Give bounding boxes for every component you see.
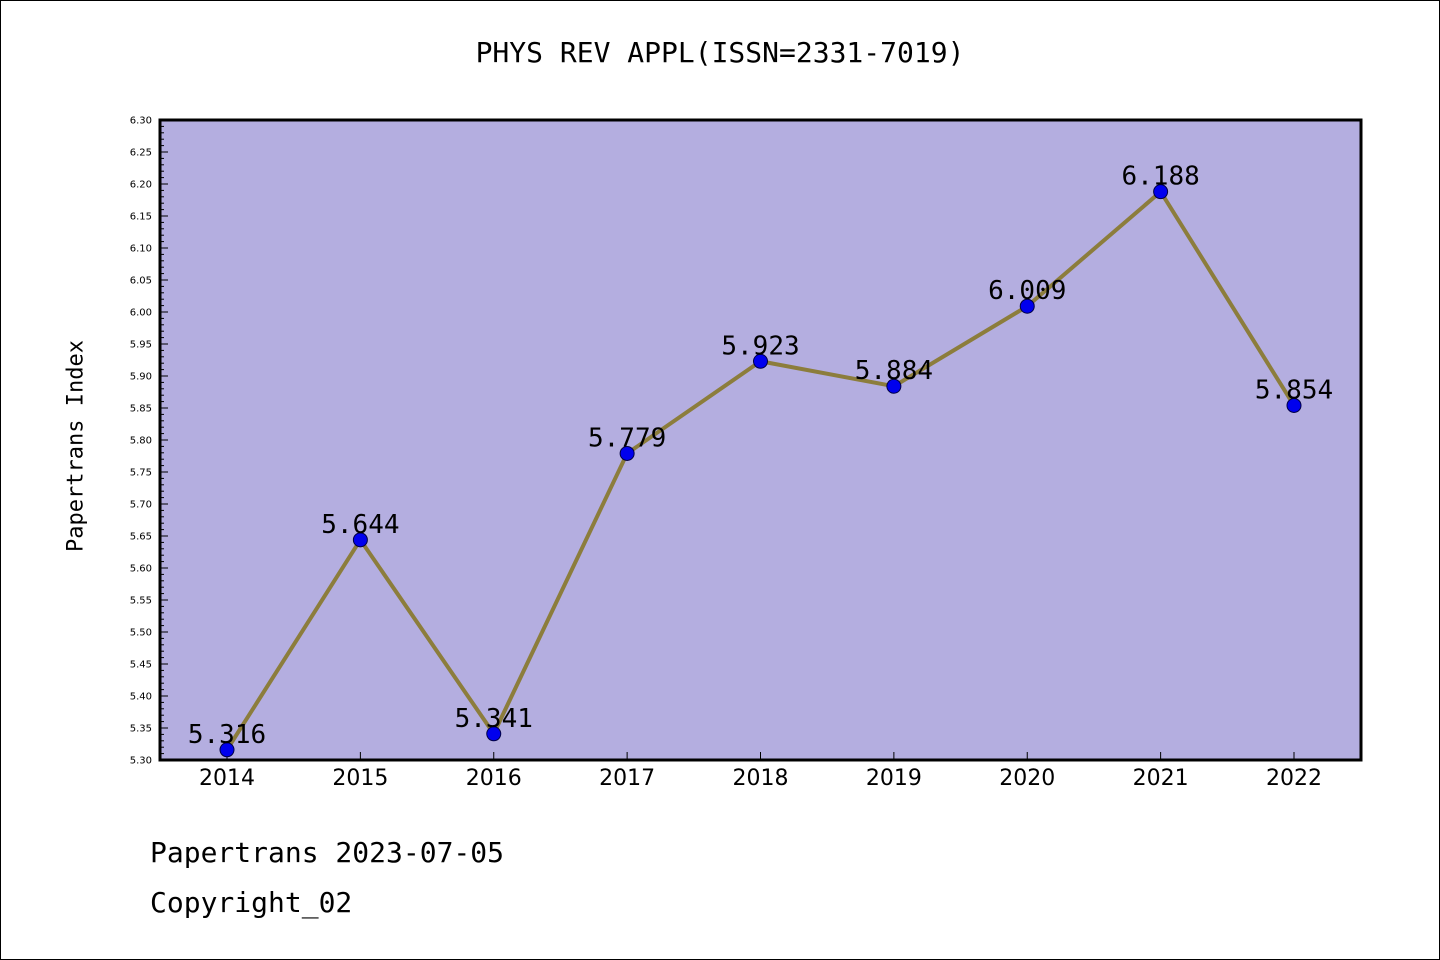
data-point bbox=[486, 726, 502, 742]
data-label: 5.779 bbox=[588, 423, 666, 453]
x-tick-label: 2017 bbox=[599, 766, 655, 791]
data-label: 5.644 bbox=[321, 510, 399, 540]
data-label: 5.923 bbox=[721, 331, 799, 361]
x-tick-label: 2016 bbox=[466, 766, 522, 791]
y-tick-label: 5.95 bbox=[130, 340, 152, 351]
x-tick-label: 2021 bbox=[1133, 766, 1189, 791]
data-label: 5.884 bbox=[855, 356, 933, 386]
footer-copyright: Copyright_02 bbox=[150, 886, 353, 919]
y-tick-label: 5.90 bbox=[130, 372, 152, 383]
y-tick-label: 6.15 bbox=[130, 212, 152, 223]
footer-date: Papertrans 2023-07-05 bbox=[150, 836, 505, 869]
data-point bbox=[753, 353, 768, 369]
chart-title: PHYS REV APPL(ISSN=2331-7019) bbox=[475, 36, 965, 69]
y-tick-label: 6.10 bbox=[130, 244, 152, 255]
y-tick-label: 5.85 bbox=[130, 404, 152, 415]
data-point bbox=[1153, 184, 1169, 200]
x-tick-label: 2020 bbox=[999, 766, 1055, 791]
x-tick-label: 2019 bbox=[866, 766, 922, 791]
data-point bbox=[619, 445, 635, 461]
data-label: 5.316 bbox=[188, 720, 266, 750]
data-point bbox=[1286, 397, 1302, 413]
plot-border bbox=[158, 118, 1363, 762]
data-point bbox=[886, 378, 902, 394]
y-tick-label: 5.65 bbox=[130, 532, 152, 543]
data-label: 5.854 bbox=[1255, 375, 1333, 405]
y-tick-label: 5.55 bbox=[130, 596, 152, 607]
data-point bbox=[352, 532, 368, 548]
x-tick-label: 2014 bbox=[199, 766, 255, 791]
data-label: 5.341 bbox=[455, 704, 533, 734]
y-tick-label: 5.45 bbox=[130, 660, 152, 671]
x-tick-label: 2018 bbox=[733, 766, 789, 791]
y-tick-label: 6.30 bbox=[130, 116, 152, 127]
y-tick-label: 5.70 bbox=[130, 500, 152, 511]
y-tick-label: 6.05 bbox=[130, 276, 152, 287]
x-tick-label: 2022 bbox=[1266, 766, 1322, 791]
y-tick-label: 6.00 bbox=[130, 308, 152, 319]
y-tick-label: 6.20 bbox=[130, 180, 152, 191]
y-tick-label: 5.35 bbox=[130, 724, 152, 735]
plot-area bbox=[160, 120, 1361, 760]
y-tick-label: 5.50 bbox=[130, 628, 152, 639]
data-label: 6.188 bbox=[1121, 162, 1199, 192]
data-label: 6.009 bbox=[988, 276, 1066, 306]
y-tick-label: 6.25 bbox=[130, 148, 152, 159]
y-tick-label: 5.30 bbox=[130, 756, 152, 767]
y-tick-label: 5.60 bbox=[130, 564, 152, 575]
data-point bbox=[219, 742, 235, 758]
y-tick-label: 5.80 bbox=[130, 436, 152, 447]
y-tick-label: 5.40 bbox=[130, 692, 152, 703]
y-tick-label: 5.75 bbox=[130, 468, 152, 479]
data-point bbox=[1019, 298, 1035, 314]
x-tick-label: 2015 bbox=[332, 766, 388, 791]
